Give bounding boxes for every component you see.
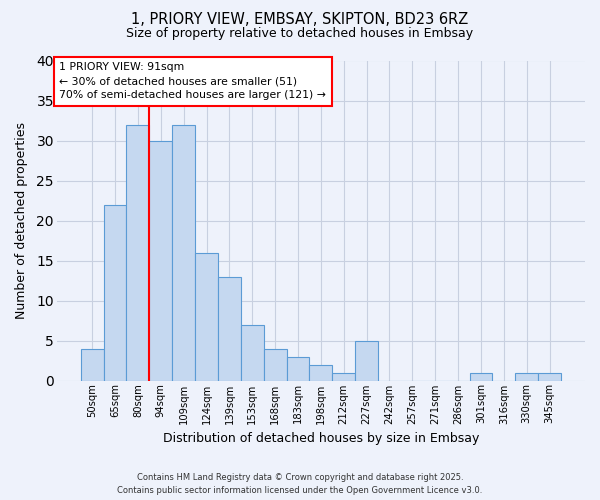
Bar — [127, 124, 149, 380]
Bar — [218, 276, 241, 380]
Bar — [332, 372, 355, 380]
X-axis label: Distribution of detached houses by size in Embsay: Distribution of detached houses by size … — [163, 432, 479, 445]
Text: 1, PRIORY VIEW, EMBSAY, SKIPTON, BD23 6RZ: 1, PRIORY VIEW, EMBSAY, SKIPTON, BD23 6R… — [131, 12, 469, 28]
Text: Contains HM Land Registry data © Crown copyright and database right 2025.
Contai: Contains HM Land Registry data © Crown c… — [118, 474, 482, 495]
Bar — [263, 348, 287, 380]
Text: 1 PRIORY VIEW: 91sqm
← 30% of detached houses are smaller (51)
70% of semi-detac: 1 PRIORY VIEW: 91sqm ← 30% of detached h… — [59, 62, 326, 100]
Bar — [470, 372, 493, 380]
Bar — [538, 372, 561, 380]
Bar — [81, 348, 104, 380]
Bar — [172, 124, 195, 380]
Y-axis label: Number of detached properties: Number of detached properties — [15, 122, 28, 319]
Bar — [195, 252, 218, 380]
Bar — [310, 364, 332, 380]
Bar — [355, 340, 378, 380]
Bar — [287, 356, 310, 380]
Bar — [104, 204, 127, 380]
Bar — [241, 324, 263, 380]
Bar — [515, 372, 538, 380]
Bar — [149, 140, 172, 380]
Text: Size of property relative to detached houses in Embsay: Size of property relative to detached ho… — [127, 28, 473, 40]
